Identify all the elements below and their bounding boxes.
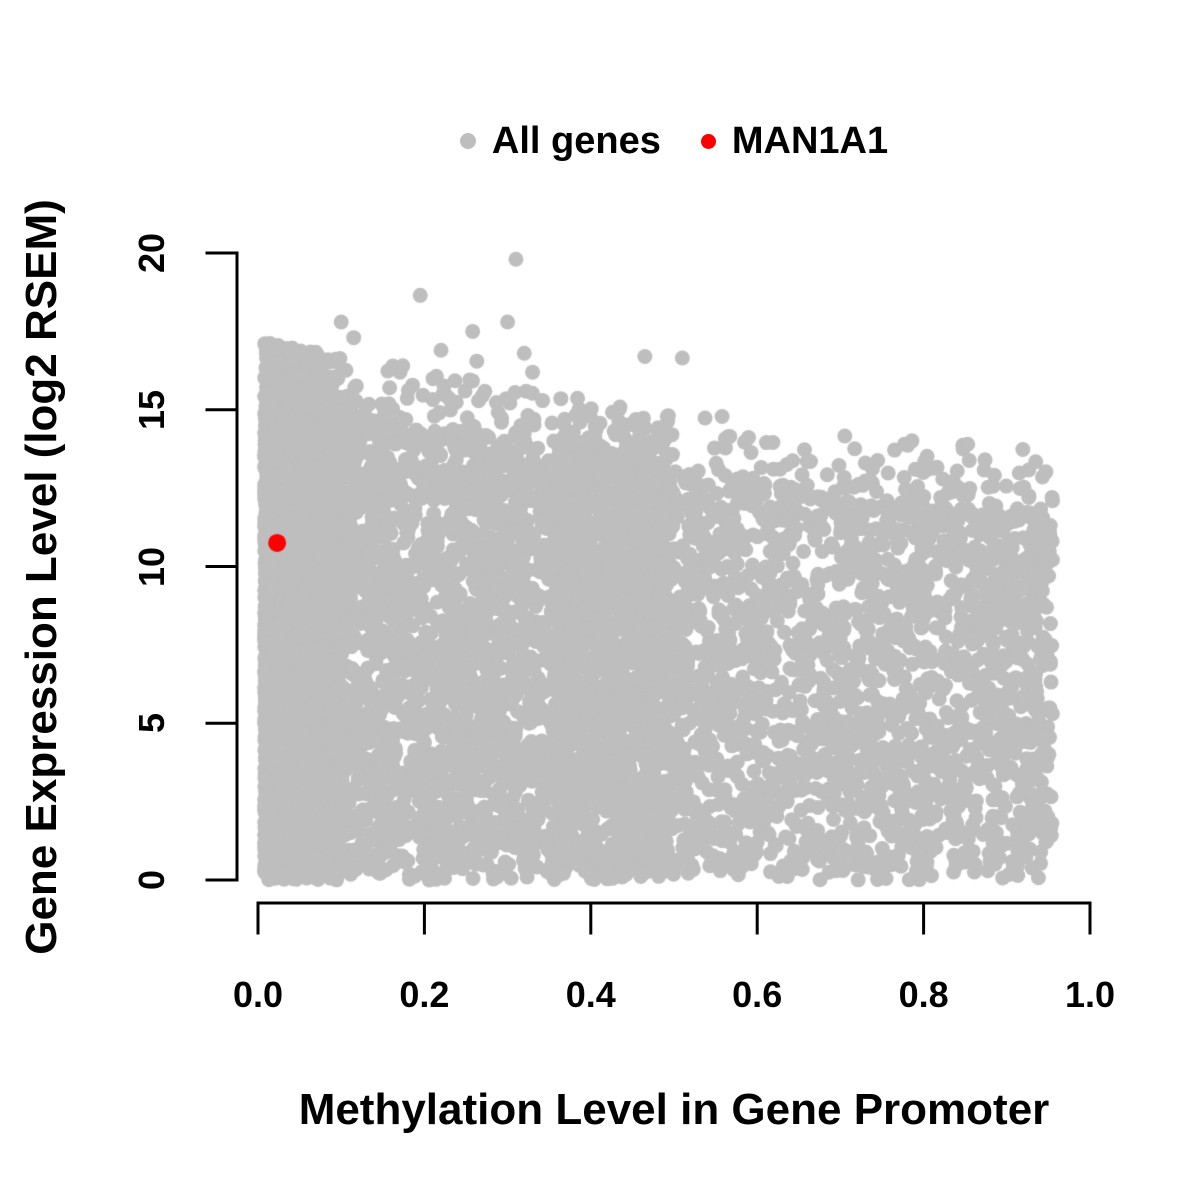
y-tick-label: 10 bbox=[131, 546, 172, 587]
x-tick-label: 0.2 bbox=[399, 974, 450, 1015]
legend: All genes MAN1A1 bbox=[258, 116, 1090, 166]
x-axis-title: Methylation Level in Gene Promoter bbox=[298, 1085, 1050, 1134]
y-tick-label: 15 bbox=[131, 389, 172, 430]
x-tick-label: 0.4 bbox=[565, 974, 616, 1015]
legend-label-man1a1: MAN1A1 bbox=[731, 120, 889, 162]
x-tick-label: 0.0 bbox=[232, 974, 284, 1015]
legend-label-all-genes: All genes bbox=[491, 120, 661, 162]
x-tick-label: 0.8 bbox=[898, 974, 949, 1015]
y-axis-title: Gene Expression Level (log2 RSEM) bbox=[17, 199, 66, 955]
y-tick-label: 5 bbox=[131, 713, 172, 734]
x-tick-label: 1.0 bbox=[1064, 974, 1116, 1015]
y-tick-label: 0 bbox=[131, 869, 172, 891]
legend-marker-all-genes-icon bbox=[459, 133, 476, 149]
y-tick-label: 20 bbox=[131, 232, 172, 274]
legend-marker-man1a1-icon bbox=[700, 133, 716, 149]
x-tick-label: 0.6 bbox=[732, 974, 783, 1015]
